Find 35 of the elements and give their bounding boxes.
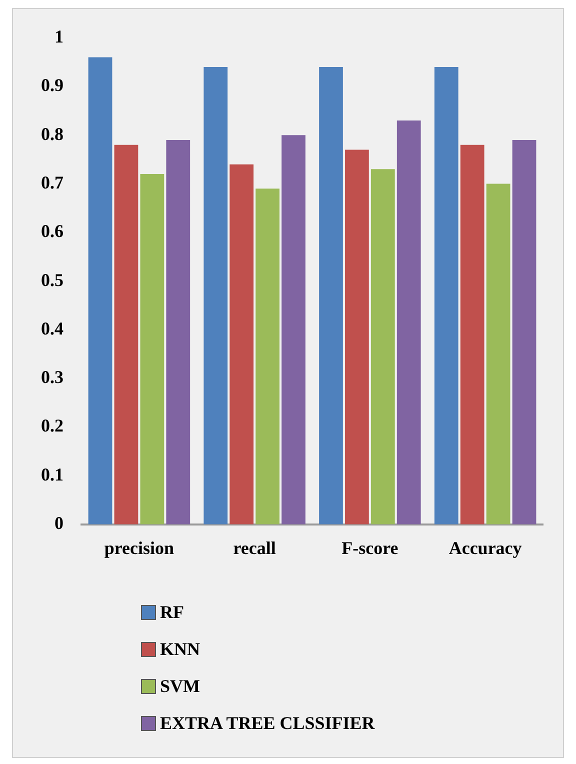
bar — [204, 66, 228, 524]
bar — [114, 144, 138, 524]
bar — [230, 164, 254, 524]
x-tick-label: precision — [104, 538, 174, 558]
y-tick-label: 0.9 — [41, 75, 64, 96]
x-tick-label: recall — [233, 538, 276, 558]
y-tick-label: 0.7 — [41, 172, 64, 192]
y-tick-label: 0.3 — [41, 367, 64, 388]
y-tick-label: 0.6 — [41, 221, 64, 242]
y-tick-label: 0.1 — [41, 464, 64, 484]
y-tick-label: 1 — [54, 26, 64, 46]
legend-label: RF — [160, 602, 184, 623]
x-tick-label: Accuracy — [448, 538, 522, 558]
bar — [460, 144, 484, 524]
bar — [282, 135, 306, 524]
y-tick-label: 0.8 — [41, 124, 64, 144]
bar — [140, 174, 164, 524]
bar — [396, 120, 421, 524]
bar — [88, 57, 112, 524]
y-tick-label: 0 — [54, 513, 64, 534]
bar — [319, 66, 343, 524]
y-tick-label: 0.2 — [41, 416, 64, 436]
bar — [166, 140, 190, 524]
y-tick-label: 0.4 — [41, 318, 64, 338]
bar — [486, 184, 510, 524]
y-tick-label: 0.5 — [41, 270, 64, 290]
legend-label: KNN — [160, 639, 200, 660]
bar — [434, 66, 458, 524]
bar — [370, 169, 395, 524]
bar — [512, 140, 536, 524]
bar — [345, 150, 369, 524]
legend-label: EXTRA TREE CLSSIFIER — [160, 713, 375, 734]
legend-label: SVM — [160, 676, 200, 697]
bar — [256, 188, 280, 524]
x-tick-label: F-score — [342, 538, 398, 558]
